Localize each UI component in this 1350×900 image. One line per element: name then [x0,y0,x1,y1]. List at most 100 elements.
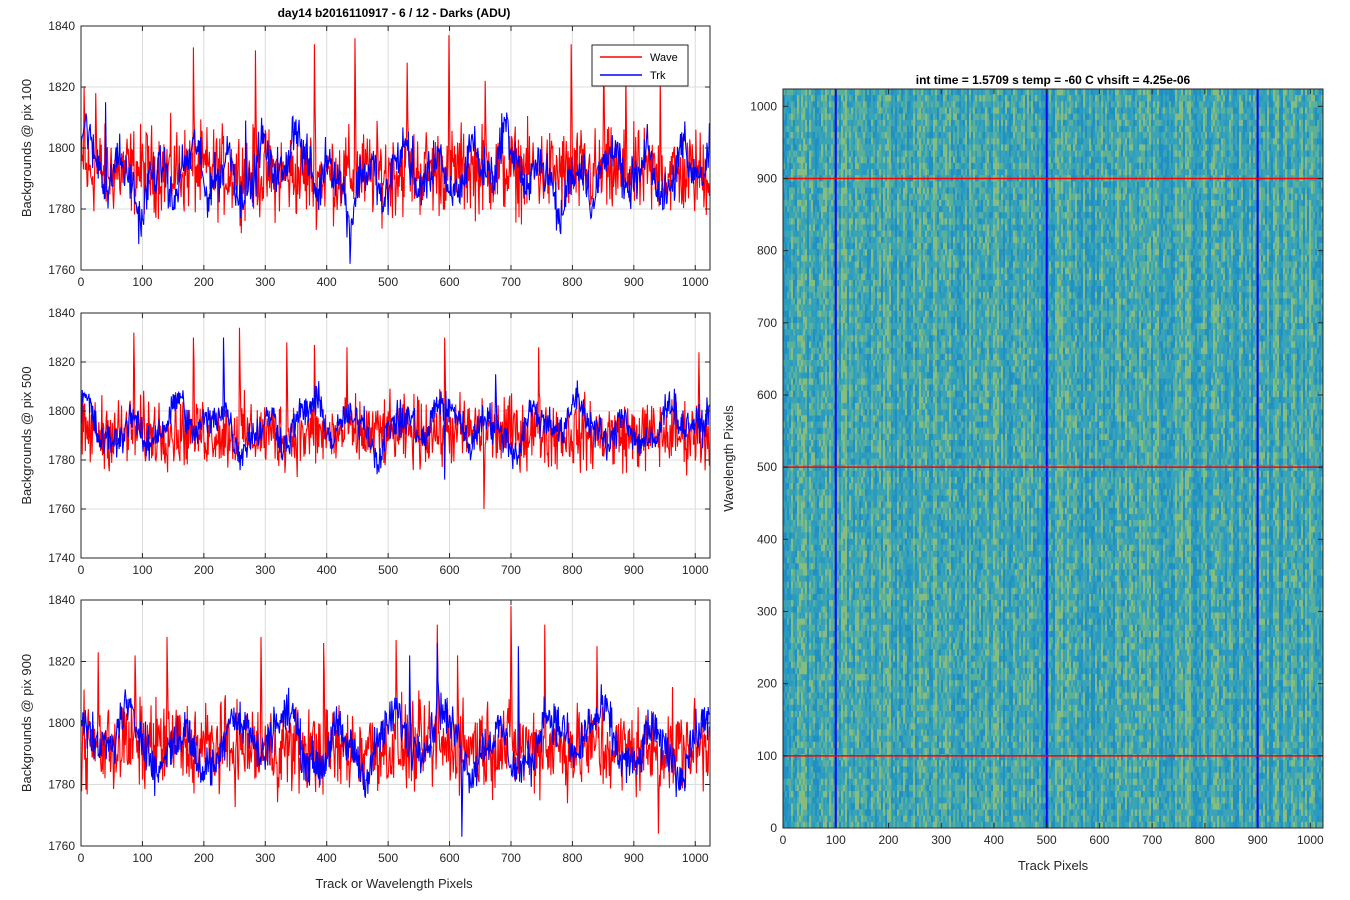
heatmap-cell [1231,151,1233,157]
heatmap-cell [1229,188,1231,194]
heatmap-cell [931,126,933,132]
heatmap-cell [879,206,881,212]
heatmap-cell [1069,157,1071,163]
heatmap-cell [969,126,971,132]
heatmap-cell [1105,126,1107,132]
heatmap-cell [1139,151,1141,157]
heatmap-cell [1253,120,1255,126]
heatmap-cell [913,114,915,120]
heatmap-cell [1033,188,1035,194]
heatmap-cell [1081,144,1083,150]
heatmap-cell [1291,218,1293,224]
heatmap-cell [1145,95,1147,101]
heatmap-cell [933,212,935,218]
heatmap-cell [919,151,921,157]
heatmap-cell [987,206,989,212]
heatmap-cell [1095,218,1097,224]
heatmap-cell [1049,200,1051,206]
heatmap-cell [973,120,975,126]
x-tick-label: 200 [194,275,214,289]
heatmap-cell [947,132,949,138]
heatmap-cell [1109,181,1111,187]
heatmap-cell [807,157,809,163]
heatmap-cell [1091,138,1093,144]
heatmap-cell [1109,218,1111,224]
heatmap-cell [1057,138,1059,144]
heatmap-cell [1229,194,1231,200]
heatmap-cell [931,157,933,163]
heatmap-cell [849,95,851,101]
heatmap-cell [1089,169,1091,175]
heatmap-cell [819,224,821,230]
heatmap-cell [817,101,819,107]
heatmap-cell [1143,188,1145,194]
heatmap-cell [915,218,917,224]
heatmap-cell [1223,212,1225,218]
heatmap-cell [1125,200,1127,206]
heatmap-cell [827,206,829,212]
heatmap-cell [945,132,947,138]
heatmap-cell [1139,212,1141,218]
heatmap-cell [1185,194,1187,200]
heatmap-cell [1091,206,1093,212]
heatmap-cell [1113,107,1115,113]
heatmap-cell [1309,114,1311,120]
heatmap-cell [979,212,981,218]
heatmap-cell [927,107,929,113]
heatmap-cell [1139,95,1141,101]
heatmap-cell [1079,89,1081,95]
heatmap-cell [1309,132,1311,138]
heatmap-cell [1025,101,1027,107]
heatmap-cell [1229,144,1231,150]
heatmap-cell [811,89,813,95]
heatmap-cell [1121,218,1123,224]
heatmap-cell [1215,200,1217,206]
heatmap-cell [961,157,963,163]
heatmap-cell [883,138,885,144]
heatmap-cell [1187,95,1189,101]
heatmap-cell [1003,144,1005,150]
heatmap-cell [1163,169,1165,175]
heatmap-cell [1285,120,1287,126]
heatmap-cell [859,163,861,169]
heatmap-cell [1085,163,1087,169]
heatmap-cell [1199,144,1201,150]
heatmap-cell [931,132,933,138]
heatmap-cell [793,132,795,138]
heatmap-cell [1245,126,1247,132]
heatmap-cell [1067,132,1069,138]
heatmap-cell [1131,151,1133,157]
heatmap-cell [837,181,839,187]
heatmap-cell [1285,163,1287,169]
heatmap-cell [1313,163,1315,169]
heatmap-cell [1115,120,1117,126]
heatmap-cell [1299,114,1301,120]
heatmap-cell [1301,212,1303,218]
heatmap-cell [1169,157,1171,163]
heatmap-cell [1031,95,1033,101]
heatmap-cell [1293,206,1295,212]
heatmap-cell [855,95,857,101]
heatmap-cell [1057,163,1059,169]
heatmap-cell [1277,163,1279,169]
heatmap-cell [1309,218,1311,224]
heatmap-cell [889,157,891,163]
heatmap-cell [1207,114,1209,120]
heatmap-cell [1113,138,1115,144]
heatmap-cell [1301,101,1303,107]
heatmap-cell [1317,144,1319,150]
heatmap-cell [1159,181,1161,187]
heatmap-cell [1219,126,1221,132]
heatmap-cell [793,114,795,120]
heatmap-cell [1163,206,1165,212]
heatmap-cell [1259,181,1261,187]
heatmap-cell [1019,144,1021,150]
heatmap-cell [1009,89,1011,95]
heatmap-cell [1283,120,1285,126]
heatmap-cell [1277,120,1279,126]
heatmap-cell [881,107,883,113]
heatmap-cell [957,138,959,144]
heatmap-cell [815,107,817,113]
heatmap-cell [1021,188,1023,194]
heatmap-cell [825,144,827,150]
